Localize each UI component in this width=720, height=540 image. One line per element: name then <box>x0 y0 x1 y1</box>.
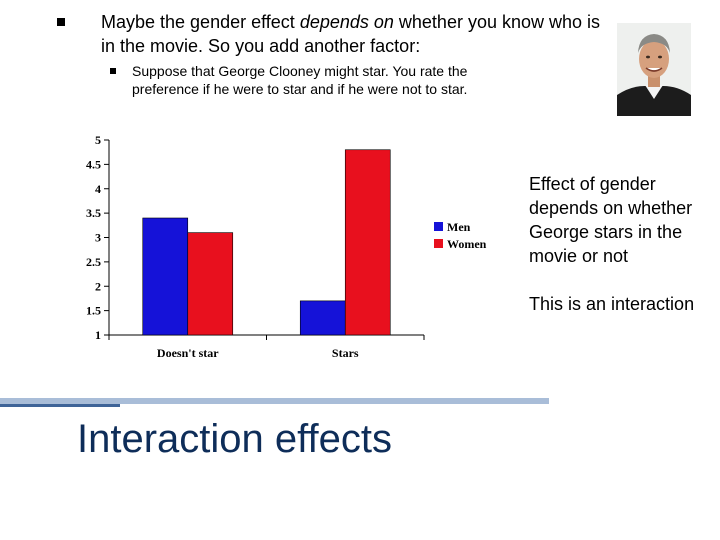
x-category-label: Stars <box>332 346 359 360</box>
bullet-main-text: Maybe the gender effect depends on wheth… <box>101 10 611 58</box>
side-note-interaction: This is an interaction <box>529 294 695 314</box>
square-bullet-icon <box>110 68 116 74</box>
x-category-label: Doesn't star <box>157 346 219 360</box>
y-tick-label: 2.5 <box>86 255 101 269</box>
y-tick-label: 3 <box>95 231 101 245</box>
bar-chart-svg: 1 1.5 2 2.5 3 3.5 4 4.5 5 Doesn't star Stars Men Wom… <box>72 120 504 376</box>
y-tick-label: 5 <box>95 133 101 147</box>
bar-chart: 1 1.5 2 2.5 3 3.5 4 4.5 5 Doesn't star Stars Men Wom… <box>72 120 504 376</box>
side-note-effect: Effect of gender depends on whether Geor… <box>529 174 693 266</box>
bullet-sub-text: Suppose that George Clooney might star. … <box>132 63 468 97</box>
square-bullet-icon <box>57 18 65 26</box>
bullet-main-pre: Maybe the gender effect <box>101 12 300 32</box>
bar-men-stars <box>299 300 346 336</box>
title-divider-accent <box>0 404 120 407</box>
y-tick-label: 4.5 <box>86 157 101 171</box>
y-tick-label: 4 <box>95 182 101 196</box>
legend-swatch-women <box>434 239 443 248</box>
y-tick-label: 1.5 <box>86 304 101 318</box>
y-tick-label: 1 <box>95 328 101 342</box>
bar-women-doesnt-star <box>187 232 234 336</box>
bar-women-stars <box>344 149 391 336</box>
bullet-main-post: whether you know who is in the movie. So… <box>101 12 601 56</box>
bar-men-doesnt-star <box>142 217 189 336</box>
legend-swatch-men <box>434 222 443 231</box>
slide-title: Interaction effects <box>77 417 392 461</box>
title-divider <box>0 398 549 404</box>
legend-label-women: Women <box>447 237 487 251</box>
bullet-main-emphasis: depends on <box>299 12 394 32</box>
side-notes: Effect of gender depends on whether Geor… <box>529 172 709 316</box>
george-clooney-photo <box>617 23 691 116</box>
y-tick-label: 3.5 <box>86 206 101 220</box>
legend-label-men: Men <box>447 220 471 234</box>
y-tick-label: 2 <box>95 279 101 293</box>
